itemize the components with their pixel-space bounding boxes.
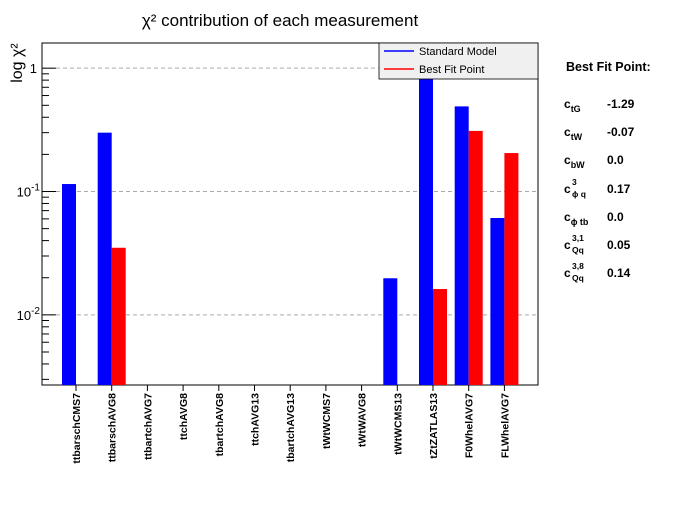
legend-label-best-fit: Best Fit Point <box>419 64 484 76</box>
axis-layer: 10-2 10-1 1 <box>17 61 505 391</box>
best-fit-value: 0.14 <box>607 266 631 280</box>
y-axis-label: log χ² <box>9 43 26 83</box>
x-category-label: ttbarschCMS7 <box>71 393 83 464</box>
bar-best-fit-tZtZATLAS13 <box>433 289 447 385</box>
best-fit-value: 0.0 <box>607 153 624 167</box>
x-category-label: tWtWCMS7 <box>321 393 333 449</box>
y-tick-label: 10-2 <box>17 306 41 323</box>
bar-standard-model-ttbarschAVG8 <box>97 132 112 385</box>
x-category-label: ttbartchAVG7 <box>142 393 154 460</box>
bar-standard-model-tZtZATLAS13 <box>419 70 433 385</box>
bar-best-fit-FLWhelAVG7 <box>504 153 519 385</box>
bar-best-fit-F0WhelAVG7 <box>468 130 483 385</box>
best-fit-param: c3 ϕ q <box>564 177 586 199</box>
x-category-label: F0WhelAVG7 <box>464 393 476 458</box>
best-fit-value: -1.29 <box>607 97 635 111</box>
best-fit-panel: Best Fit Point: ctG -1.29 ctW -0.07 cbW 0.0 c3… <box>564 60 651 283</box>
x-category-label: tbartchAVG8 <box>214 393 226 457</box>
x-category-label: tWtWAVG8 <box>357 393 369 447</box>
best-fit-param: ctW <box>564 125 583 142</box>
x-category-label: tZtZATLAS13 <box>428 393 440 459</box>
best-fit-value: 0.05 <box>607 238 631 252</box>
best-fit-param: c3,8 Qq <box>564 261 584 283</box>
x-category-label: FLWhelAVG7 <box>499 393 511 458</box>
best-fit-param: ctG <box>564 97 581 114</box>
bar-standard-model-F0WhelAVG7 <box>454 106 469 385</box>
best-fit-param: cϕ tb <box>564 210 589 227</box>
best-fit-value: -0.07 <box>607 125 635 139</box>
x-category-label: tWtWCMS13 <box>392 393 404 455</box>
bar-best-fit-ttbarschAVG8 <box>111 247 126 385</box>
bar-standard-model-FLWhelAVG7 <box>490 217 505 385</box>
bar-standard-model-tWtWCMS13 <box>383 278 398 385</box>
x-category-label: ttchAVG13 <box>250 393 262 446</box>
best-fit-title: Best Fit Point: <box>566 60 651 74</box>
category-labels: ttbarschCMS7 ttbarschAVG8 ttbartchAVG7 ttch… <box>71 393 511 464</box>
x-category-label: tbartchAVG13 <box>285 393 297 462</box>
best-fit-value: 0.17 <box>607 182 631 196</box>
best-fit-param: c3,1 Qq <box>564 233 584 255</box>
y-tick-label: 1 <box>30 61 37 76</box>
y-tick-label: 10-1 <box>17 183 41 200</box>
x-category-label: ttchAVG8 <box>178 393 190 440</box>
x-category-label: ttbarschAVG8 <box>107 393 119 462</box>
best-fit-param: cbW <box>564 153 585 170</box>
legend-box <box>378 42 539 80</box>
best-fit-value: 0.0 <box>607 210 624 224</box>
chart-title: χ² contribution of each measurement <box>142 11 419 30</box>
bar-standard-model-ttbarschCMS7 <box>62 184 76 385</box>
legend: Standard Model Best Fit Point <box>378 42 539 80</box>
legend-label-standard-model: Standard Model <box>419 46 497 58</box>
bars-layer <box>62 70 519 385</box>
